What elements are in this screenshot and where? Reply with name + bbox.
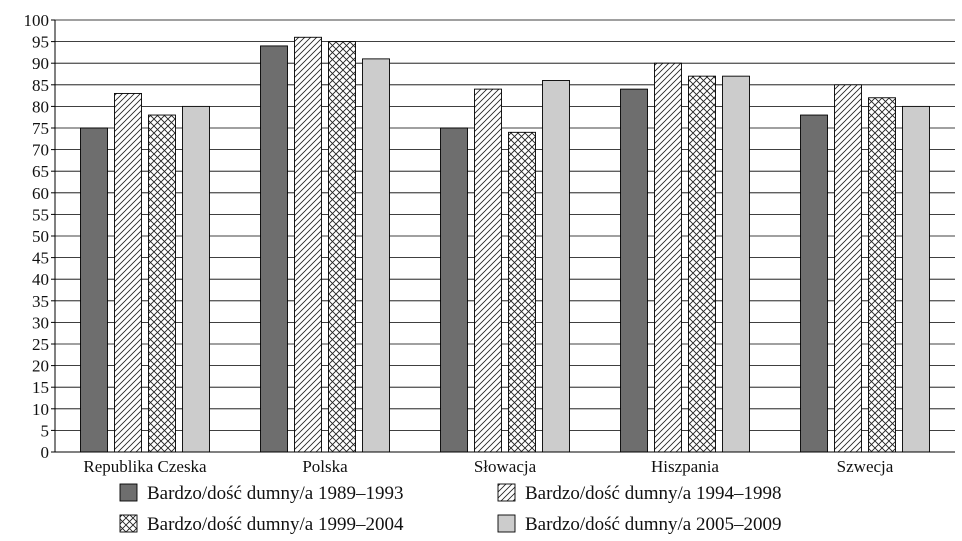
y-tick-label: 75: [32, 119, 49, 138]
category-label: Hiszpania: [651, 457, 719, 476]
legend-label: Bardzo/dość dumny/a 1989–1993: [147, 483, 403, 504]
y-tick-label: 55: [32, 205, 49, 224]
y-tick-label: 35: [32, 292, 49, 311]
bar: [328, 41, 356, 453]
y-tick-label: 5: [41, 421, 50, 440]
y-tick-label: 45: [32, 249, 49, 268]
y-tick-label: 100: [24, 11, 50, 30]
y-tick-label: 10: [32, 400, 49, 419]
bars: [80, 36, 930, 453]
axes: [51, 19, 955, 453]
legend-swatch: [119, 483, 138, 502]
y-tick-label: 15: [32, 378, 49, 397]
bar: [440, 127, 468, 453]
y-tick-label: 0: [41, 443, 50, 462]
bar: [722, 75, 750, 453]
bar: [620, 88, 648, 453]
legend-label: Bardzo/dość dumny/a 2005–2009: [525, 514, 781, 535]
bar: [834, 84, 862, 453]
y-tick-label: 60: [32, 184, 49, 203]
legend-swatch: [119, 514, 138, 533]
bar: [508, 131, 536, 453]
legend-label: Bardzo/dość dumny/a 1999–2004: [147, 514, 404, 535]
bar: [182, 105, 210, 453]
legend-swatch: [497, 514, 516, 533]
y-tick-label: 30: [32, 313, 49, 332]
bar: [688, 75, 716, 453]
legend-swatch: [497, 483, 516, 502]
bar: [542, 80, 570, 453]
y-tick-label: 65: [32, 162, 49, 181]
category-label: Słowacja: [474, 457, 537, 476]
y-tick-label: 40: [32, 270, 49, 289]
category-label: Polska: [302, 457, 348, 476]
category-label: Republika Czeska: [83, 457, 207, 476]
legend-label: Bardzo/dość dumny/a 1994–1998: [525, 483, 781, 504]
bar: [800, 114, 828, 453]
category-label: Szwecja: [837, 457, 894, 476]
bar: [294, 36, 322, 453]
bar: [362, 58, 390, 453]
bar: [474, 88, 502, 453]
y-tick-label: 95: [32, 33, 49, 52]
y-tick-label: 50: [32, 227, 49, 246]
bar: [902, 105, 930, 453]
y-tick-label: 90: [32, 54, 49, 73]
bar: [114, 92, 142, 453]
category-labels: Republika Czeska Polska Słowacja Hiszpania S…: [83, 457, 893, 476]
bar: [260, 45, 288, 453]
bar: [80, 127, 108, 453]
bar: [654, 62, 682, 453]
legend: Bardzo/dość dumny/a 1989–1993 Bardzo/dość…: [119, 483, 781, 535]
y-tick-label: 85: [32, 76, 49, 95]
y-tick-label: 70: [32, 141, 49, 160]
bar: [868, 97, 896, 453]
bar: [148, 114, 176, 453]
y-tick-labels: 0 5 10 15 20 25 30 35 40 45 50 55 60 65 70 75 80 85 90 95 10…: [24, 11, 50, 462]
y-tick-label: 80: [32, 97, 49, 116]
y-tick-label: 25: [32, 335, 49, 354]
y-tick-label: 20: [32, 357, 49, 376]
